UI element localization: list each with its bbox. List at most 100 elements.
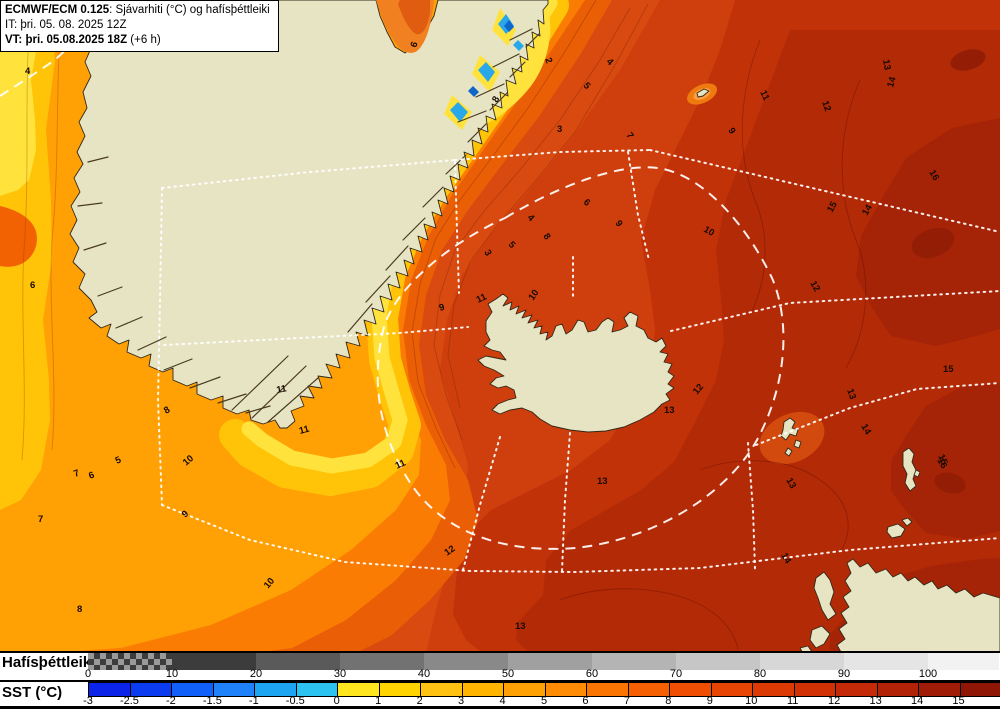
contour-label-6: 6 — [408, 40, 420, 49]
orkney-small-island — [901, 517, 913, 527]
title-rest: : Sjávarhiti (°C) og hafísþéttleiki — [109, 4, 270, 16]
sst-cell-15 — [959, 683, 1000, 696]
sst-tick-10: 10 — [745, 695, 758, 707]
shetland-small-island — [913, 469, 921, 478]
contour-label-2: 2 — [542, 56, 554, 65]
title-box: ECMWF/ECM 0.125: Sjávarhiti (°C) og hafí… — [0, 0, 279, 52]
contour-label-16: 16 — [926, 168, 941, 183]
sst-tick-4: 4 — [499, 695, 506, 707]
sst-cell-13 — [876, 683, 918, 696]
ice-cell-30 — [340, 653, 424, 670]
bottom-border — [0, 706, 1000, 709]
contour-label-9: 9 — [438, 302, 446, 314]
sst-cell-2 — [420, 683, 462, 696]
ice-cell-100 — [928, 653, 1000, 670]
sst-cell--3 — [89, 683, 130, 696]
contour-label-15: 15 — [943, 364, 954, 375]
ice-tick-60: 60 — [585, 668, 599, 680]
hebrides-skye-island — [809, 625, 831, 649]
sst-tick--1.5: -1.5 — [202, 695, 222, 707]
sst-tick-8: 8 — [665, 695, 672, 707]
shetland-islands — [902, 447, 917, 492]
sst-cell-1 — [378, 683, 420, 696]
contour-label-4: 4 — [25, 66, 31, 77]
contour-label-5: 5 — [114, 454, 124, 467]
ice-tick-100: 100 — [918, 668, 938, 680]
ice-cell-10 — [172, 653, 256, 670]
sst-cell-10 — [752, 683, 794, 696]
ice-cell-60 — [592, 653, 676, 670]
ice-cell-40 — [424, 653, 508, 670]
contour-label-8: 8 — [490, 94, 502, 104]
sst-tick-6: 6 — [582, 695, 589, 707]
contour-label-13: 13 — [597, 476, 608, 487]
sst-tick-14: 14 — [910, 695, 924, 707]
sst-tick-5: 5 — [540, 695, 548, 707]
contour-label-9: 9 — [180, 508, 191, 520]
init-time: IT: þri. 05. 08. 2025 12Z — [5, 19, 127, 31]
sst-tick-13: 13 — [869, 695, 882, 707]
sst-legend-label: SST (°C) — [2, 684, 63, 701]
hebrides-lewis-island — [813, 571, 837, 621]
sst-cell-12 — [835, 683, 877, 696]
contour-label-8: 8 — [162, 404, 172, 416]
contour-label-6: 6 — [30, 280, 35, 291]
contour-label-13: 13 — [880, 59, 893, 71]
greenland-landmass — [69, 0, 549, 429]
title-line-model: ECMWF/ECM 0.125: Sjávarhiti (°C) og hafí… — [5, 3, 274, 18]
contour-label-16: 16 — [934, 456, 949, 471]
contour-label-13: 13 — [664, 405, 675, 416]
sst-tick-1: 1 — [375, 695, 382, 707]
sst-cell-14 — [918, 683, 960, 696]
contour-label-3: 3 — [557, 124, 562, 135]
sst-tick-3: 3 — [458, 695, 465, 707]
contour-label-9: 9 — [613, 218, 625, 229]
ice-tick-40: 40 — [417, 668, 431, 680]
ice-cell-80 — [760, 653, 844, 670]
contour-label-7: 7 — [624, 130, 636, 141]
contour-label-12: 12 — [819, 99, 833, 113]
sst-cell--2 — [171, 683, 213, 696]
faroe-small-island-2 — [784, 447, 793, 457]
faroe-small-island-1 — [793, 439, 802, 449]
sst-legend-row: SST (°C) -3 -2.5 -2 -1.5 -1 -0.5 0 1 2 3 4 5 6 7 8 9 10 1… — [0, 681, 1000, 707]
ice-cell-0 — [88, 653, 172, 670]
eez-dashed-line — [0, 39, 785, 550]
legend-divider-middle — [0, 680, 1000, 682]
sea-ice-colorbar — [88, 653, 1000, 670]
contour-label-9: 9 — [725, 126, 737, 136]
ice-cell-20 — [256, 653, 340, 670]
contour-label-8: 8 — [77, 604, 82, 615]
greenland-fjord-water — [376, 0, 524, 130]
contour-label-3: 3 — [481, 248, 493, 258]
sst-colorbar — [88, 682, 1000, 697]
contour-label-13: 13 — [515, 621, 526, 632]
sst-tick--3: -3 — [83, 695, 93, 707]
contour-label-13: 13 — [844, 387, 858, 401]
ice-cell-90 — [844, 653, 928, 670]
contour-label-10: 10 — [526, 288, 541, 303]
sst-tick-15: 15 — [952, 695, 965, 707]
contour-label-15: 15 — [935, 453, 950, 468]
valid-time: VT: þri. 05.08.2025 18Z (+6 h) — [5, 34, 161, 46]
zone-boundaries-dotted — [156, 149, 1000, 574]
sst-tick-2: 2 — [416, 695, 423, 707]
sst-cell--2.5 — [129, 683, 171, 696]
sst-cell-6 — [586, 683, 628, 696]
sst-tick-0: 0 — [333, 695, 340, 707]
contour-label-10: 10 — [702, 224, 717, 239]
ice-tick-10: 10 — [165, 668, 179, 680]
ice-tick-30: 30 — [333, 668, 347, 680]
orkney-islands — [886, 523, 906, 539]
contour-label-11: 11 — [298, 423, 311, 436]
ice-tick-90: 90 — [837, 668, 851, 680]
contour-label-6: 6 — [87, 470, 96, 482]
sst-cell--0.5 — [295, 683, 337, 696]
ice-cell-70 — [676, 653, 760, 670]
sst-cell--1 — [254, 683, 296, 696]
ice-cell-50 — [508, 653, 592, 670]
landmasses — [69, 0, 1000, 652]
contour-label-6: 6 — [581, 197, 592, 209]
model-name: ECMWF/ECM 0.125 — [5, 4, 110, 16]
sst-cell--1.5 — [212, 683, 254, 696]
